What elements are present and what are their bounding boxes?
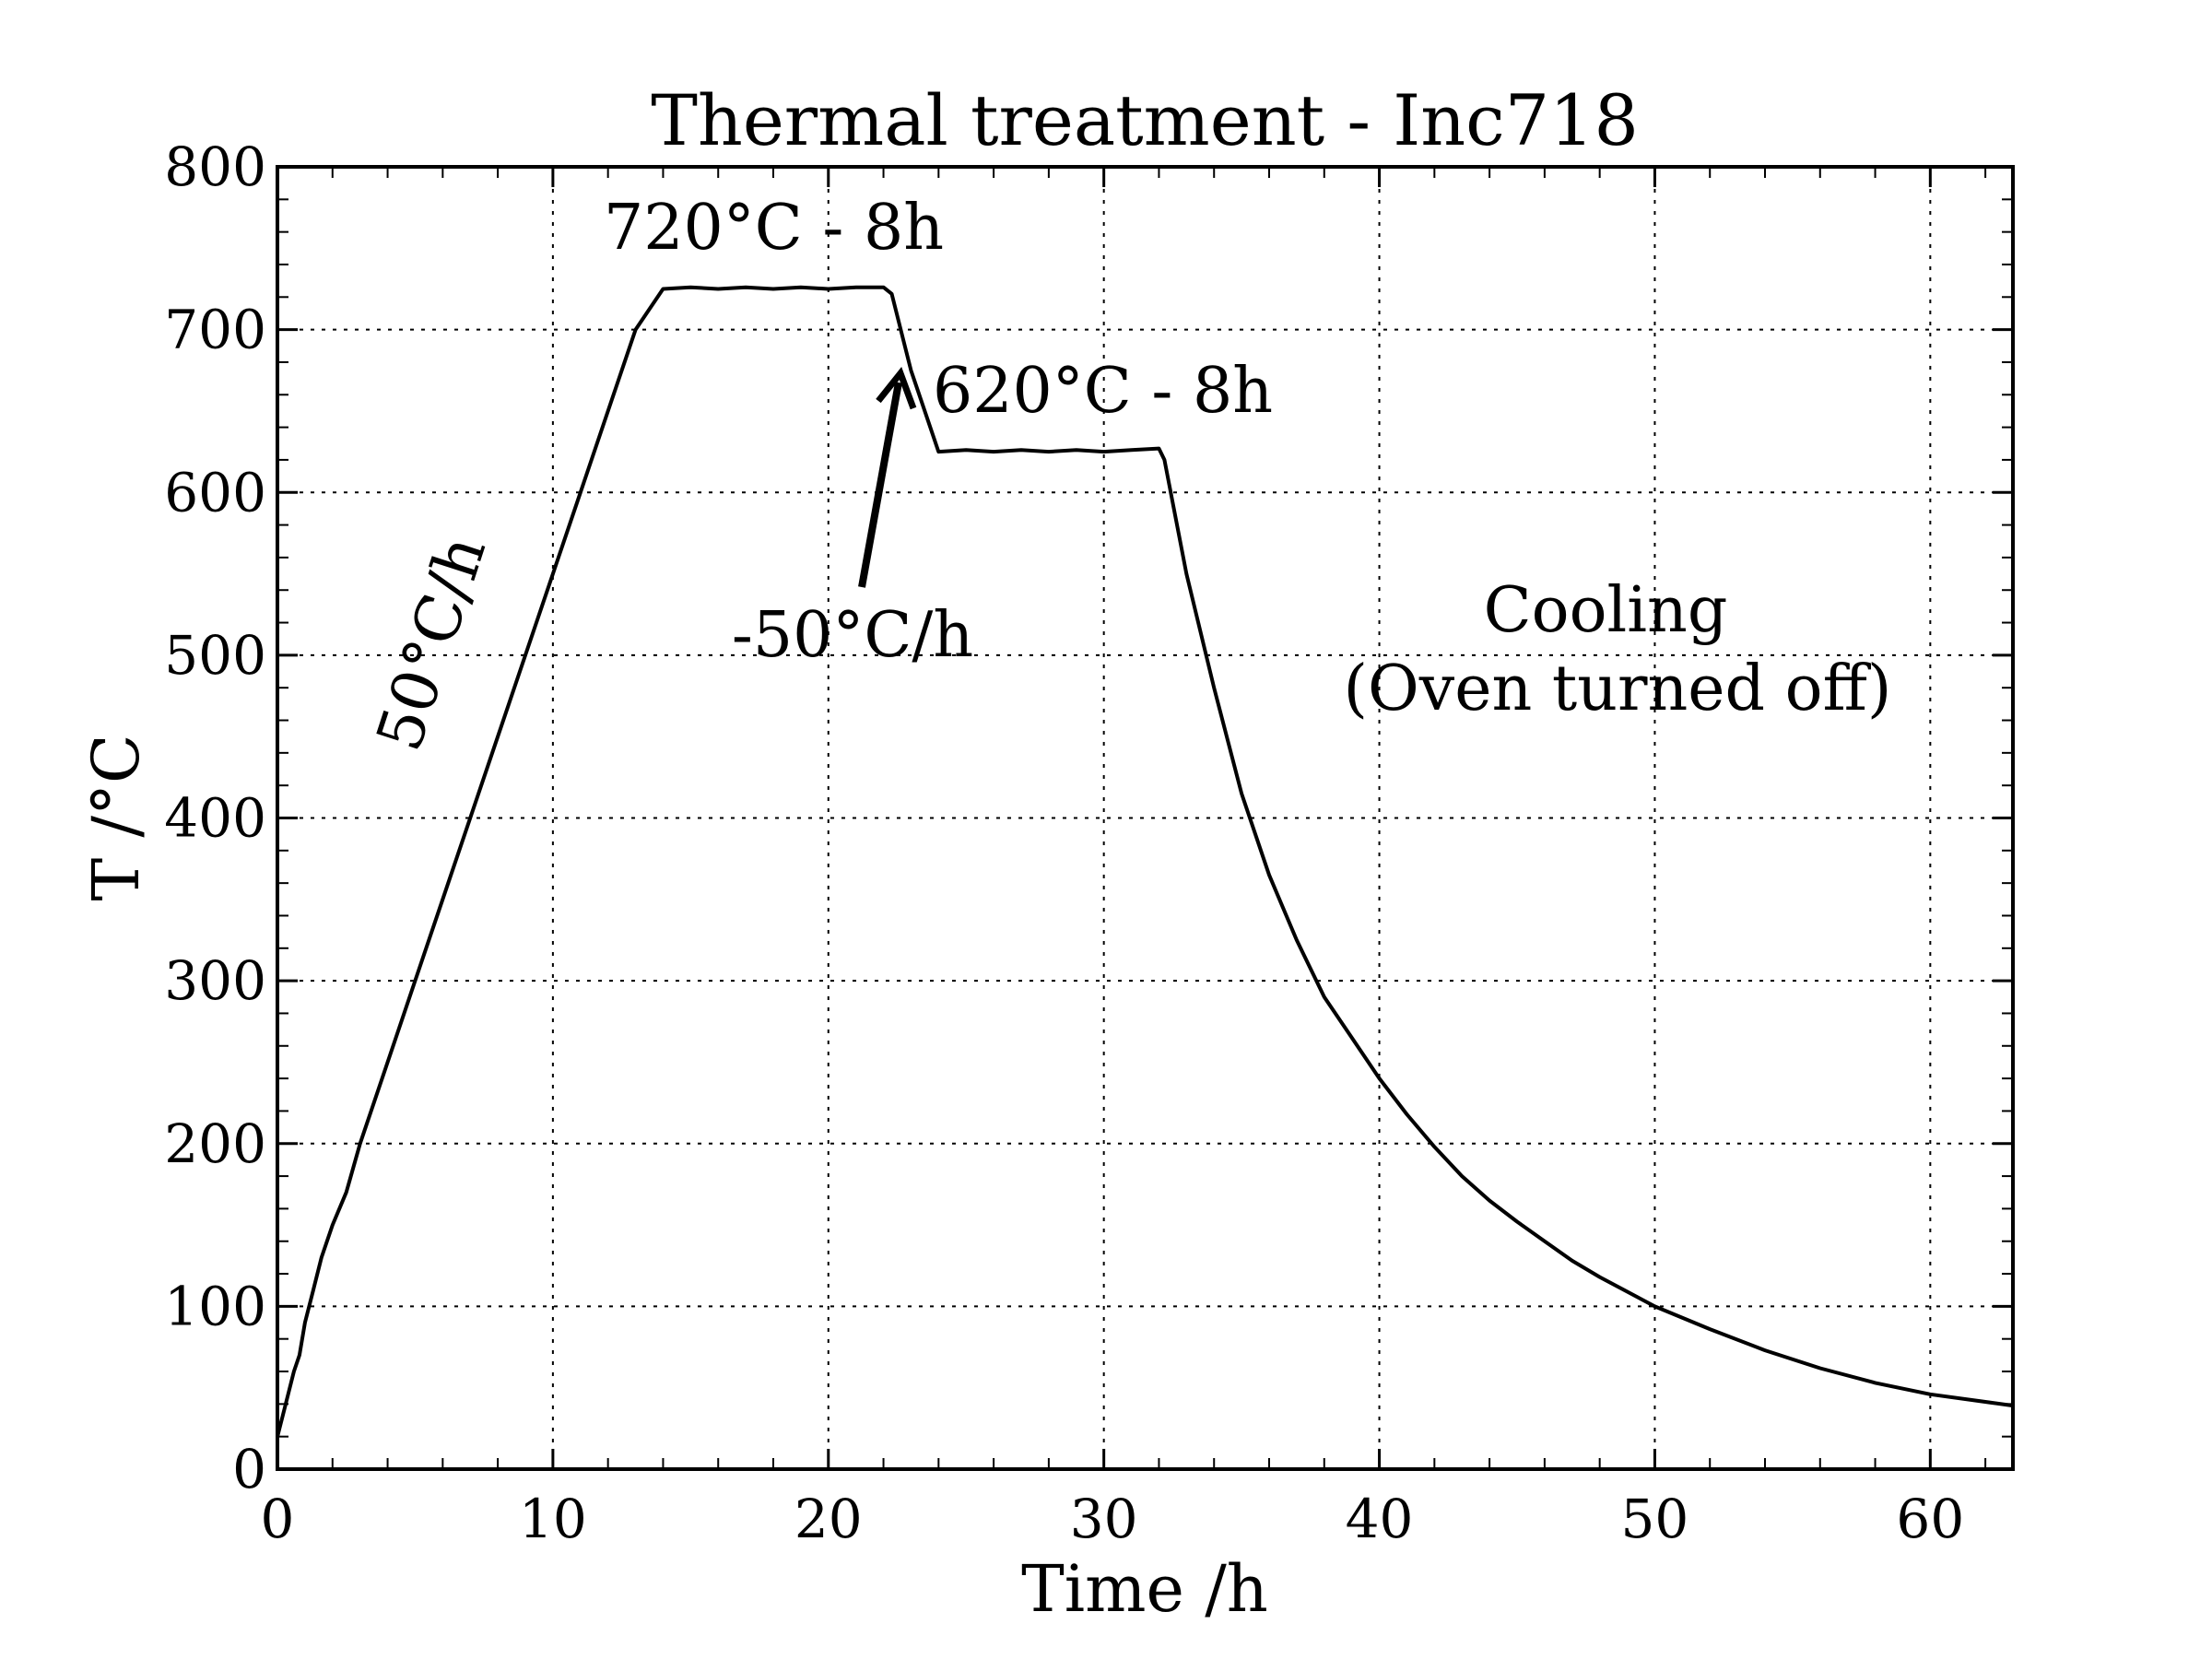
y-tick-labels: 0 100 200 300 400 500 600 700 800 [164, 135, 266, 1500]
x-tick-label: 60 [1896, 1488, 1964, 1550]
x-tick-label: 50 [1621, 1488, 1689, 1550]
cooling-rate-arrow [858, 366, 917, 588]
arrow-head [876, 366, 917, 410]
y-tick-label: 100 [164, 1275, 266, 1337]
y-axis-label: T /°C [78, 734, 154, 900]
y-tick-label: 400 [164, 787, 266, 850]
series-layer [276, 285, 2015, 1439]
y-tick-label: 600 [164, 461, 266, 524]
x-tick-labels: 0 10 20 30 40 50 60 [261, 1488, 1965, 1550]
annotation-cooling-rate: -50°C/h [732, 599, 973, 672]
grid [277, 167, 2013, 1469]
temperature-series-line [276, 285, 2015, 1439]
annotation-720c-hold: 720°C - 8h [604, 192, 944, 265]
x-axis-label: Time /h [1021, 1551, 1268, 1627]
plot-frame [276, 165, 2015, 1471]
x-tick-label: 40 [1346, 1488, 1414, 1550]
x-tick-label: 30 [1070, 1488, 1138, 1550]
y-tick-label: 0 [232, 1438, 266, 1500]
annotation-620c-hold: 620°C - 8h [933, 355, 1273, 428]
y-tick-label: 800 [164, 135, 266, 198]
y-tick-label: 200 [164, 1112, 266, 1175]
chart-title: Thermal treatment - Inc718 [651, 79, 1639, 161]
x-tick-label: 20 [794, 1488, 863, 1550]
annotation-oven-off: (Oven turned off) [1344, 653, 1892, 725]
y-tick-label: 300 [164, 949, 266, 1012]
annotation-heating-rate: 50°C/h [363, 527, 500, 759]
annotation-cooling: Cooling [1484, 574, 1728, 647]
x-tick-label: 10 [519, 1488, 587, 1550]
arrow-shaft [858, 382, 902, 588]
x-tick-label: 0 [261, 1488, 295, 1550]
y-tick-label: 500 [164, 624, 266, 687]
y-tick-label: 700 [164, 299, 266, 361]
